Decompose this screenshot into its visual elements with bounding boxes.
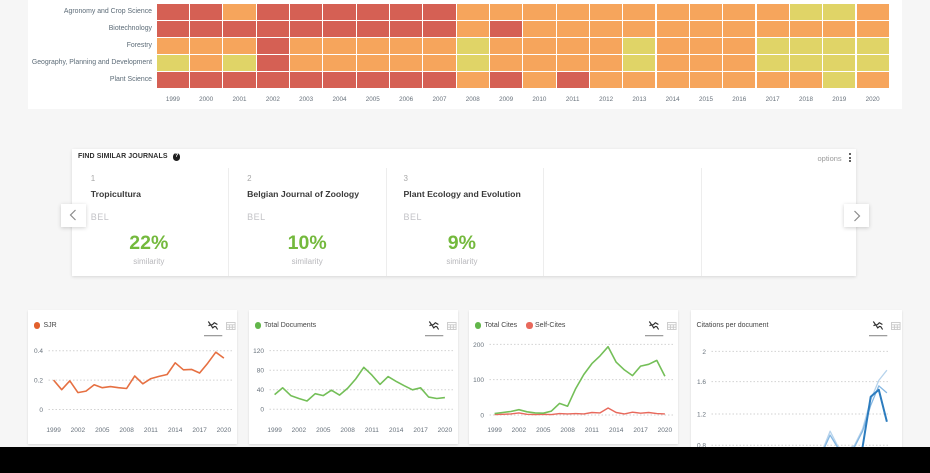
svg-text:2017: 2017 xyxy=(633,427,648,434)
svg-text:2014: 2014 xyxy=(388,427,403,434)
svg-text:40: 40 xyxy=(256,387,264,394)
svg-text:2008: 2008 xyxy=(340,427,355,434)
svg-text:2014: 2014 xyxy=(609,427,624,434)
svg-text:2020: 2020 xyxy=(217,427,232,434)
svg-text:1999: 1999 xyxy=(267,427,282,434)
svg-text:2017: 2017 xyxy=(192,427,207,434)
svg-text:2002: 2002 xyxy=(291,427,306,434)
svg-text:2020: 2020 xyxy=(658,427,673,434)
svg-text:2002: 2002 xyxy=(512,427,527,434)
svg-text:0.2: 0.2 xyxy=(34,377,43,384)
svg-text:0: 0 xyxy=(260,406,264,413)
svg-text:2008: 2008 xyxy=(560,427,575,434)
svg-text:1.6: 1.6 xyxy=(696,379,705,386)
svg-text:2002: 2002 xyxy=(71,427,86,434)
svg-text:100: 100 xyxy=(473,377,484,384)
svg-text:2005: 2005 xyxy=(95,427,110,434)
svg-text:0.8: 0.8 xyxy=(696,442,705,449)
svg-text:2005: 2005 xyxy=(536,427,551,434)
svg-text:2008: 2008 xyxy=(119,427,134,434)
svg-text:200: 200 xyxy=(473,342,484,349)
svg-text:2: 2 xyxy=(702,349,706,356)
svg-text:2011: 2011 xyxy=(364,427,378,434)
svg-text:2017: 2017 xyxy=(413,427,428,434)
svg-text:80: 80 xyxy=(256,367,264,374)
svg-text:1.2: 1.2 xyxy=(696,411,705,418)
svg-text:0: 0 xyxy=(480,412,484,419)
svg-text:0: 0 xyxy=(39,407,43,414)
svg-text:0.4: 0.4 xyxy=(34,348,43,355)
svg-text:2014: 2014 xyxy=(168,427,183,434)
svg-text:2011: 2011 xyxy=(144,427,158,434)
svg-text:1999: 1999 xyxy=(487,427,502,434)
svg-text:2020: 2020 xyxy=(437,427,452,434)
svg-text:1999: 1999 xyxy=(46,427,61,434)
svg-text:2005: 2005 xyxy=(316,427,331,434)
svg-text:2011: 2011 xyxy=(585,427,599,434)
svg-text:120: 120 xyxy=(253,348,264,355)
